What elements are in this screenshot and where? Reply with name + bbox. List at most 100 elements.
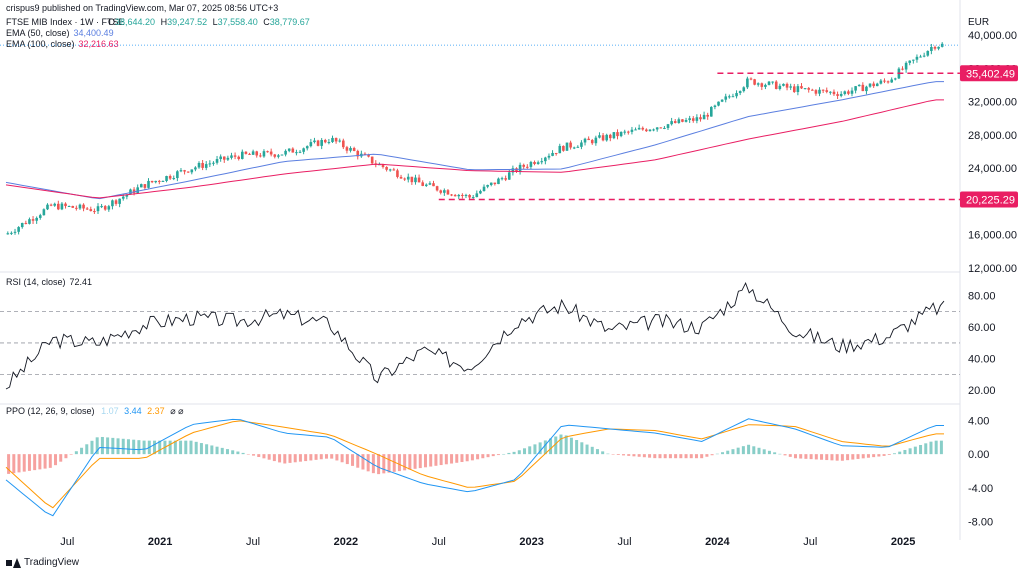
- candle-body: [753, 79, 756, 85]
- candle-body: [457, 194, 461, 197]
- candle-body: [154, 180, 158, 183]
- candle-body: [861, 84, 865, 92]
- candle-body: [645, 129, 648, 132]
- time-tick-label: 2021: [148, 536, 172, 548]
- ppo-histogram-bar: [814, 454, 818, 460]
- ppo-histogram-bar: [345, 454, 349, 465]
- ppo-histogram-bar: [616, 454, 620, 455]
- rsi-tick-label: 40.00: [968, 354, 996, 366]
- candle-body: [334, 137, 338, 142]
- candle-body: [518, 164, 522, 172]
- ppo-histogram-bar: [382, 454, 386, 474]
- ppo-histogram-bar: [611, 454, 615, 455]
- candle-body: [572, 147, 576, 149]
- ema50-line: [5, 81, 944, 200]
- candle-body: [818, 89, 821, 94]
- ppo-histogram-bar: [767, 450, 771, 455]
- candle-body: [507, 172, 511, 180]
- ppo-histogram-bar: [194, 441, 198, 455]
- candle-body: [212, 162, 215, 164]
- candle-body: [316, 140, 320, 146]
- candle-body: [691, 118, 695, 121]
- ppo-histogram-bar: [830, 454, 834, 461]
- candle-body: [500, 178, 504, 180]
- candle-body: [868, 83, 872, 87]
- candle-body: [356, 150, 360, 157]
- ppo-histogram-bar: [252, 454, 256, 456]
- candle-body: [598, 135, 601, 138]
- candle-body: [298, 151, 302, 153]
- time-tick-label: 2022: [334, 536, 358, 548]
- candle-body: [735, 93, 738, 97]
- ppo-histogram-bar: [580, 442, 584, 455]
- ppo-histogram-bar: [564, 435, 568, 455]
- ppo-histogram-bar: [658, 454, 662, 459]
- ppo-histogram-bar: [642, 454, 646, 458]
- ppo-histogram-bar: [601, 451, 605, 455]
- ohlc-readout: O38,644.20 H39,247.52 L37,558.40 C38,779…: [108, 17, 310, 27]
- ppo-histogram-bar: [319, 454, 323, 460]
- candle-body: [89, 209, 93, 212]
- ppo-histogram-bar: [439, 454, 443, 466]
- candle-body: [710, 107, 713, 117]
- time-tick-label: Jul: [432, 536, 446, 548]
- ppo-histogram-bar: [429, 454, 433, 467]
- ppo-histogram-bar: [919, 444, 923, 455]
- candle-body: [381, 164, 385, 168]
- candle-body: [587, 138, 590, 141]
- candle-body: [385, 167, 388, 170]
- ppo-histogram-bar: [481, 454, 485, 459]
- candle-body: [785, 83, 789, 88]
- price-pane[interactable]: 12,000.0016,000.0020,000.0024,000.0028,0…: [0, 30, 1018, 275]
- candle-body: [352, 148, 356, 151]
- candle-body: [562, 145, 565, 151]
- time-tick-label: Jul: [803, 536, 817, 548]
- candle-body: [655, 127, 659, 130]
- price-tick-label: 12,000.00: [968, 263, 1017, 275]
- rsi-pane[interactable]: RSI (14, close) 72.41 20.00 40.00 60.00 80.0…: [0, 277, 996, 397]
- ppo-histogram-bar: [225, 449, 229, 455]
- candle-body: [129, 189, 132, 195]
- candle-body: [219, 156, 222, 160]
- time-tick-label: 2023: [519, 536, 543, 548]
- candle-body: [222, 156, 226, 160]
- ppo-histogram-bar: [877, 454, 881, 457]
- ppo-histogram-bar: [48, 454, 52, 468]
- ppo-pane[interactable]: PPO (12, 26, 9, close) 1.07 3.44 2.37 ⌀ …: [5, 406, 993, 529]
- ppo-histogram-bar: [715, 453, 719, 455]
- time-tick-label: 2025: [891, 536, 915, 548]
- ppo-histogram-bar: [470, 454, 474, 461]
- ppo-histogram-bar: [465, 454, 469, 462]
- ppo-legend: PPO (12, 26, 9, close) 1.07 3.44 2.37 ⌀ …: [6, 406, 184, 416]
- ppo-histogram-bar: [689, 454, 693, 459]
- ppo-histogram-bar: [450, 454, 454, 464]
- ppo-histogram-bar: [33, 454, 37, 471]
- candle-body: [179, 170, 183, 172]
- rsi-legend: RSI (14, close) 72.41: [6, 277, 92, 287]
- time-axis[interactable]: Jul 2021 Jul 2022 Jul 2023 Jul 2024 Jul 2025: [60, 536, 915, 548]
- candle-body: [879, 80, 883, 84]
- candle-body: [547, 155, 551, 158]
- candle-body: [327, 142, 331, 144]
- ppo-histogram-bar: [220, 447, 224, 455]
- candle-body: [38, 215, 42, 218]
- candle-body: [13, 231, 17, 233]
- ppo-histogram-bar: [820, 454, 824, 460]
- candle-body: [71, 205, 75, 208]
- candle-body: [486, 184, 489, 187]
- ppo-histogram-bar: [913, 446, 917, 455]
- ppo-histogram-bar: [59, 454, 63, 462]
- candle-body: [64, 203, 67, 207]
- ppo-tick-label: 4.00: [968, 415, 989, 427]
- rsi-line: [5, 281, 945, 390]
- ppo-histogram-bar: [444, 454, 448, 465]
- ppo-histogram-bar: [246, 454, 250, 455]
- candle-body: [670, 121, 673, 125]
- candle-body: [901, 68, 904, 70]
- candle-body: [93, 211, 96, 213]
- ppo-histogram-bar: [747, 444, 751, 455]
- ppo-histogram-bar: [241, 452, 245, 455]
- candle-body: [111, 200, 114, 207]
- candle-body: [147, 180, 150, 188]
- ppo-histogram-bar: [741, 446, 745, 455]
